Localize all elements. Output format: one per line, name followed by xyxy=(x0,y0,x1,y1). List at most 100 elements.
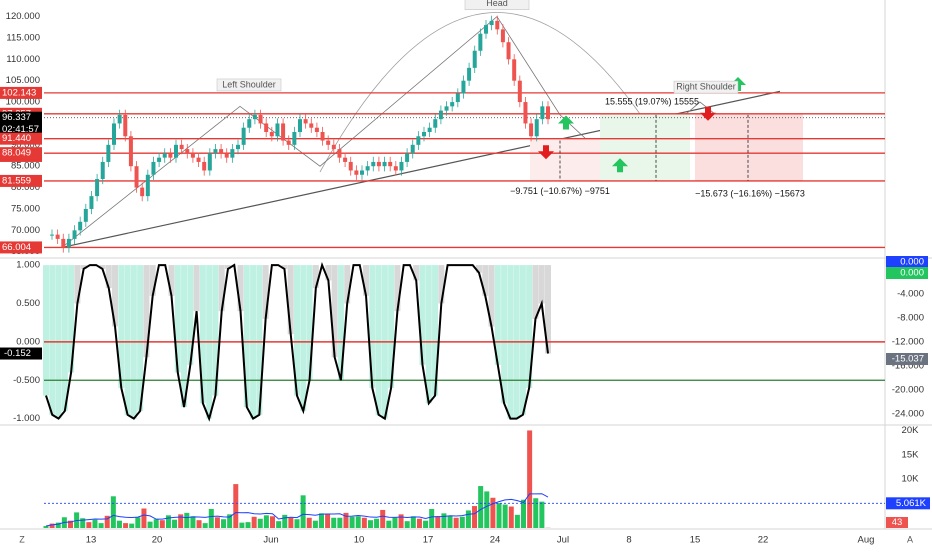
candle-body xyxy=(388,162,392,166)
candle-body xyxy=(180,145,184,149)
volume-bar xyxy=(215,517,220,528)
candle-body xyxy=(101,162,105,179)
y-tick-label: 105.000 xyxy=(6,75,40,86)
candle-body xyxy=(197,158,201,162)
volume-bar xyxy=(515,515,520,528)
projection-box-long xyxy=(600,114,690,181)
candle-body xyxy=(129,136,133,166)
volume-bar xyxy=(319,513,324,528)
candle-body xyxy=(213,149,217,153)
price-label: 66.004 xyxy=(2,242,31,253)
volume-bar xyxy=(521,500,526,528)
candle-body xyxy=(484,25,488,34)
candle-body xyxy=(512,59,516,80)
candle-body xyxy=(140,188,144,197)
volume-bar xyxy=(282,515,287,528)
candle-body xyxy=(337,149,341,158)
candle-body xyxy=(478,34,482,51)
candle-body xyxy=(208,153,212,170)
candle-body xyxy=(416,136,420,145)
candle-body xyxy=(298,119,302,132)
candle-body xyxy=(394,166,398,170)
volume-bar xyxy=(374,519,379,528)
oscillator-histogram-bar xyxy=(539,265,545,303)
volume-bar xyxy=(111,496,116,528)
volume-bar xyxy=(448,516,453,528)
price-label: 81.559 xyxy=(2,175,31,186)
candle-body xyxy=(242,128,246,145)
projection-box-short-2 xyxy=(695,114,803,181)
candle-body xyxy=(461,81,465,94)
candle-body xyxy=(450,102,454,106)
volume-bar xyxy=(405,521,410,528)
volume-bar xyxy=(368,520,373,528)
y-tick-label: -0.500 xyxy=(13,375,40,386)
candle-body xyxy=(309,123,313,127)
volume-bar xyxy=(135,517,140,528)
candle-body xyxy=(84,209,88,222)
candle-body xyxy=(247,119,251,128)
volume-bar xyxy=(325,514,330,528)
corner-left-label: Z xyxy=(19,534,25,544)
oscillator-histogram-bar xyxy=(376,265,382,415)
candle-body xyxy=(264,123,268,132)
candle-body xyxy=(377,162,381,166)
candle-body xyxy=(360,170,364,174)
volume-bar xyxy=(252,517,257,528)
candle-body xyxy=(343,158,347,162)
candle-body xyxy=(523,102,527,123)
volume-bar xyxy=(380,510,385,528)
y-tick-label: 0.000 xyxy=(16,336,40,347)
candle-body xyxy=(230,149,234,158)
right-tick-label: -20.000 xyxy=(892,385,924,396)
volume-bar xyxy=(441,513,446,528)
volume-bar xyxy=(399,514,404,528)
candle-body xyxy=(191,153,195,157)
x-tick-label: 15 xyxy=(690,535,701,546)
current-value-label: -0.152 xyxy=(4,348,31,359)
volume-bar xyxy=(209,509,214,528)
volume-bar xyxy=(264,515,269,528)
volume-bar xyxy=(197,520,202,528)
candle-body xyxy=(473,51,477,68)
volume-bar xyxy=(411,516,416,528)
candle-body xyxy=(146,175,150,196)
volume-bar xyxy=(190,516,195,528)
candle-body xyxy=(529,123,533,136)
volume-bar xyxy=(276,521,281,528)
candle-body xyxy=(185,149,189,153)
volume-bar xyxy=(288,518,293,528)
candle-body xyxy=(270,132,274,136)
volume-bar xyxy=(533,498,538,528)
x-tick-label: 8 xyxy=(626,535,631,546)
volume-tick-label: 10K xyxy=(902,474,920,485)
volume-bar xyxy=(307,518,312,528)
volume-bar xyxy=(527,430,532,528)
volume-bar xyxy=(497,503,502,528)
volume-bar xyxy=(509,507,514,528)
oscillator-histogram-bar xyxy=(43,265,49,396)
volume-last-label: 43 xyxy=(892,517,903,528)
volume-bar xyxy=(478,486,483,528)
candle-body xyxy=(304,119,308,123)
candle-body xyxy=(546,106,550,119)
y-tick-label: 0.500 xyxy=(16,298,40,309)
candle-body xyxy=(535,119,539,136)
volume-bar xyxy=(178,514,183,528)
candle-body xyxy=(259,115,263,124)
candle-body xyxy=(106,145,110,162)
price-label: 102.143 xyxy=(2,87,36,98)
candle-body xyxy=(399,162,403,171)
candle-body xyxy=(456,94,460,103)
volume-tick-label: 20K xyxy=(902,425,920,436)
oscillator-histogram-bar xyxy=(181,265,187,407)
candle-body xyxy=(202,162,206,171)
oscillator-histogram-bar xyxy=(62,265,68,411)
volume-bar xyxy=(331,518,336,528)
candle-body xyxy=(236,145,240,149)
candle-body xyxy=(405,153,409,162)
x-tick-label: 24 xyxy=(490,535,501,546)
candle-body xyxy=(112,123,116,144)
volume-bar xyxy=(123,523,128,528)
